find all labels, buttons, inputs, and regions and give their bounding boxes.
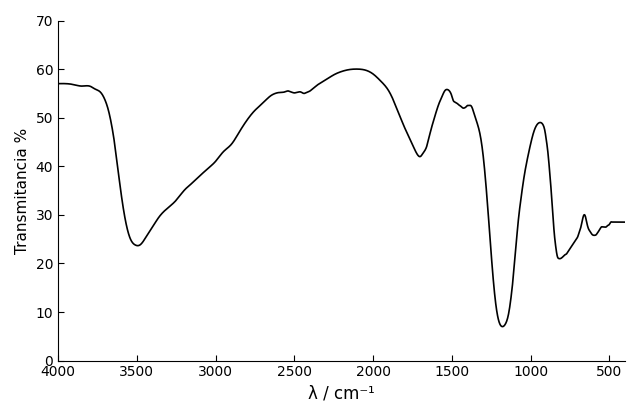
- Y-axis label: Transmitancia %: Transmitancia %: [15, 127, 30, 254]
- X-axis label: λ / cm⁻¹: λ / cm⁻¹: [308, 385, 375, 403]
